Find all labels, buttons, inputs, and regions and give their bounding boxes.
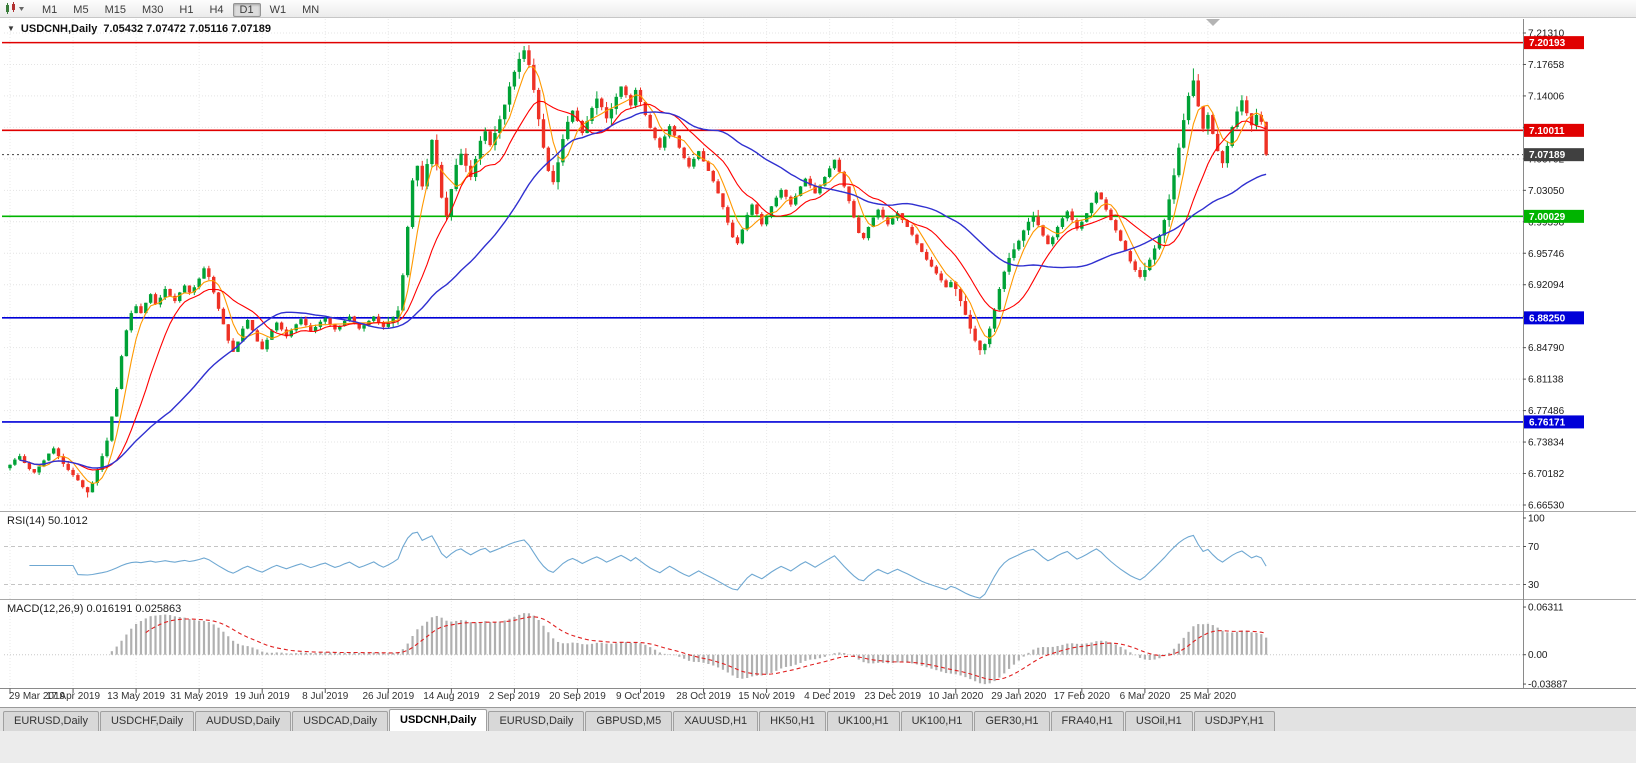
period-button-m1[interactable]: M1 [42,3,58,16]
date-tick-label: 29 Mar 2019 [8,691,66,702]
price-tags: 7.20193 7.10011 7.07189 7.00029 6.88250 6.761… [1524,36,1584,429]
date-tick-label: 6 Mar 2020 [1119,691,1171,702]
rsi-tick-label: 30 [1528,580,1540,591]
tab-usdjpy-h1[interactable]: USDJPY,H1 [1193,711,1275,731]
date-tick-label: 8 Jul 2019 [302,691,349,702]
tab-fra40-h1[interactable]: FRA40,H1 [1050,711,1124,731]
price-tag-label: 7.10011 [1529,126,1565,137]
ma-medium-line [19,100,1267,471]
period-button-h4[interactable]: H4 [209,3,224,16]
date-tick-label: 25 Mar 2020 [1179,691,1237,702]
tab-eurusd-daily[interactable]: EURUSD,Daily [488,711,585,731]
chart-title-bar: ▼ USDCNH,Daily 7.05432 7.07472 7.05116 7… [7,23,271,35]
date-tick-label: 17 Feb 2020 [1053,691,1110,702]
rsi-tick-label: 100 [1528,514,1545,525]
date-tick-label: 17 Apr 2019 [46,691,101,702]
tab-audusd-daily[interactable]: AUDUSD,Daily [195,711,292,731]
price-tag-label: 7.20193 [1529,38,1566,49]
period-button-mn[interactable]: MN [302,3,320,16]
chart-ohlc-values: 7.05432 7.07472 7.05116 7.07189 [103,23,271,35]
period-button-m30[interactable]: M30 [141,3,164,16]
price-tag [1524,148,1584,162]
tab-usoil-h1[interactable]: USOil,H1 [1124,711,1193,731]
date-tick-label: 4 Dec 2019 [804,691,856,702]
chart-canvas[interactable]: 7.213107.176587.140067.103547.067027.030… [0,0,1636,707]
one-click-trading-arrow[interactable]: ▼ [7,24,15,33]
price-tick-label: 6.95746 [1528,249,1565,260]
macd-tick-label: -0.03887 [1528,680,1568,691]
price-tick-label: 6.84790 [1528,343,1565,354]
tab-uk100-h1[interactable]: UK100,H1 [826,711,900,731]
price-tick-label: 7.21310 [1528,29,1565,40]
tab-usdcnh-daily[interactable]: USDCNH,Daily [389,709,488,731]
chart-shift-marker[interactable] [1206,19,1220,26]
macd-indicator-label: MACD(12,26,9) 0.016191 0.025863 [7,603,182,615]
chart-symbol-title: USDCNH,Daily [20,23,98,35]
period-button-d1[interactable]: D1 [232,2,261,17]
tab-hk50-h1[interactable]: HK50,H1 [759,711,826,731]
date-tick-label: 10 Jan 2020 [928,691,984,702]
rsi-tick-label: 70 [1528,542,1540,553]
price-tick-label: 6.77486 [1528,406,1565,417]
macd-histogram [105,613,1268,685]
macd-tick-label: 0.00 [1528,650,1548,661]
price-tag [1524,415,1584,429]
chart-tab-bar: EURUSD,Daily USDCHF,Daily AUDUSD,Daily USDC… [0,707,1636,731]
tab-gbpusd-m5[interactable]: GBPUSD,M5 [585,711,673,731]
price-tick-label: 6.81138 [1528,375,1564,386]
price-tick-label: 7.03050 [1528,186,1565,197]
chart-menu-icon[interactable] [4,2,26,15]
tab-usdcad-daily[interactable]: USDCAD,Daily [292,711,389,731]
date-tick-label: 19 Jun 2019 [234,691,290,702]
macd-tick-label: 0.06311 [1528,603,1564,614]
price-tag-label: 7.07189 [1529,150,1566,161]
date-tick-label: 28 Oct 2019 [676,691,731,702]
date-tick-label: 23 Dec 2019 [864,691,922,702]
ma-fast-line [19,65,1267,485]
date-tick-label: 15 Nov 2019 [738,691,795,702]
date-tick-label: 9 Oct 2019 [616,691,665,702]
rsi-line [29,531,1267,599]
price-tag [1524,36,1584,50]
price-tick-label: 6.66530 [1528,500,1565,511]
macd-signal-line [145,616,1267,681]
price-tag [1524,209,1584,223]
macd-panel [4,613,1523,685]
candles-layer [8,45,1268,498]
price-tick-label: 7.17658 [1528,60,1565,71]
price-tick-label: 6.92094 [1528,280,1565,291]
time-axis[interactable]: 29 Mar 2019 17 Apr 2019 13 May 2019 31 May … [0,689,1523,706]
tab-usdchf-daily[interactable]: USDCHF,Daily [99,711,195,731]
price-tag-label: 6.76171 [1529,417,1566,428]
period-button-m15[interactable]: M15 [104,3,126,16]
timeframe-buttons: M1 M5 M15 M30 H1 H4 D1 W1 MN [34,0,327,18]
period-button-w1[interactable]: W1 [269,3,287,16]
price-tag-label: 6.88250 [1529,313,1566,324]
price-tick-label: 7.14006 [1528,91,1565,102]
tab-uk100-h1[interactable]: UK100,H1 [900,711,974,731]
price-tag [1524,123,1584,137]
price-tick-label: 6.70182 [1528,469,1565,480]
date-tick-label: 26 Jul 2019 [362,691,415,702]
rsi-indicator-label: RSI(14) 50.1012 [7,515,88,527]
date-tick-label: 31 May 2019 [170,691,229,702]
price-tick-label: 6.73834 [1528,438,1565,449]
date-tick-label: 14 Aug 2019 [423,691,480,702]
ma-slow-line [19,111,1267,469]
tab-eurusd-daily[interactable]: EURUSD,Daily [3,711,99,731]
date-tick-label: 13 May 2019 [107,691,165,702]
period-button-m5[interactable]: M5 [73,3,89,16]
date-tick-label: 29 Jan 2020 [991,691,1047,702]
date-tick-label: 20 Sep 2019 [549,691,606,702]
price-tag-label: 7.00029 [1529,212,1566,223]
toolbar: M1 M5 M15 M30 H1 H4 D1 W1 MN [0,0,1636,18]
rsi-panel [4,531,1523,599]
period-button-h1[interactable]: H1 [179,3,194,16]
price-tag [1524,311,1584,325]
date-tick-label: 2 Sep 2019 [488,691,540,702]
tab-xauusd-h1[interactable]: XAUUSD,H1 [673,711,759,731]
chart-background [0,18,1636,707]
tab-ger30-h1[interactable]: GER30,H1 [974,711,1050,731]
